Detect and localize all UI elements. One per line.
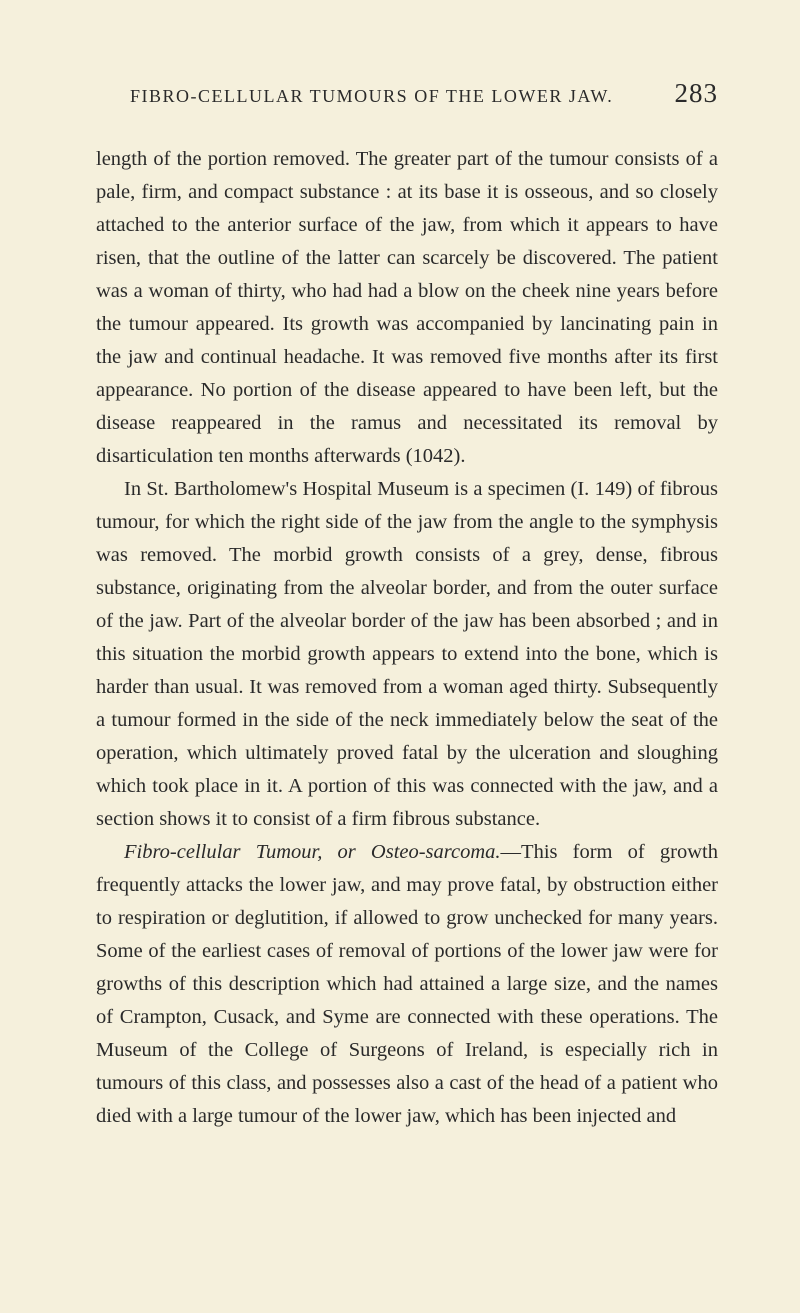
page-header: FIBRO-CELLULAR TUMOURS OF THE LOWER JAW.… bbox=[96, 78, 718, 109]
document-page: FIBRO-CELLULAR TUMOURS OF THE LOWER JAW.… bbox=[96, 78, 718, 1133]
body-paragraph-2: In St. Bartholomew's Hospital Museum is … bbox=[96, 473, 718, 836]
italic-heading: Fibro-cellular Tumour, or Osteo-sarcoma. bbox=[124, 841, 501, 863]
paragraph-3-body: —This form of growth frequently attacks … bbox=[96, 841, 718, 1127]
page-number: 283 bbox=[675, 78, 719, 109]
body-paragraph-3: Fibro-cellular Tumour, or Osteo-sarcoma.… bbox=[96, 836, 718, 1133]
body-paragraph-1: length of the portion removed. The great… bbox=[96, 143, 718, 473]
running-header: FIBRO-CELLULAR TUMOURS OF THE LOWER JAW. bbox=[130, 86, 613, 107]
